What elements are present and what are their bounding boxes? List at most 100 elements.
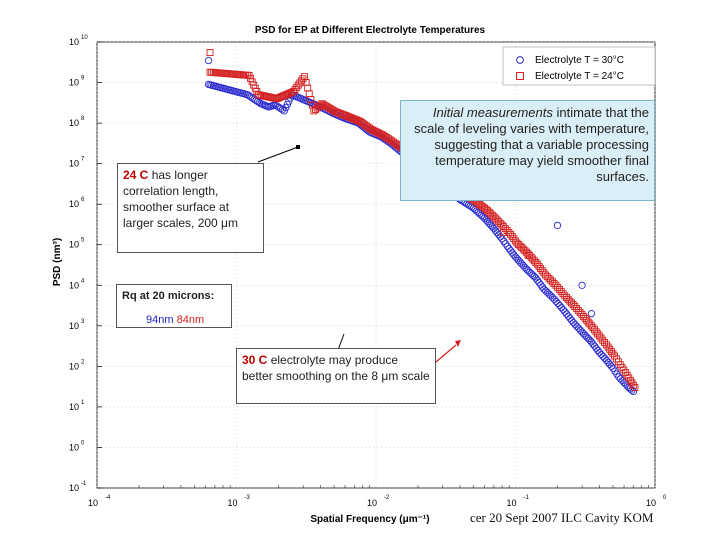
- y-tick-label: 10: [69, 159, 79, 169]
- data-point: [500, 237, 508, 245]
- data-point: [542, 271, 549, 279]
- legend-marker-square: [516, 72, 524, 80]
- y-tick-exponent: 7: [81, 157, 85, 163]
- data-point: [372, 128, 380, 136]
- callout-line-30c: [337, 333, 345, 351]
- rq-title: Rq at 20 microns:: [122, 290, 215, 302]
- data-point: [554, 283, 562, 291]
- data-point: [550, 295, 559, 303]
- data-point: [597, 350, 605, 359]
- y-tick-exponent: 4: [81, 278, 85, 284]
- x-tick-exponent: -3: [245, 495, 251, 501]
- callout-arrowhead-red: [455, 340, 461, 347]
- data-point: [501, 225, 509, 232]
- annotation-24c: 24 C has longer correlation length, smoo…: [117, 163, 264, 253]
- data-point: [631, 384, 639, 392]
- x-tick-label: 10: [88, 498, 98, 508]
- annotation-30c-text: electrolyte may produce better smoothing…: [242, 353, 430, 383]
- annotation-initial: Initial measurements intimate that the s…: [400, 100, 655, 201]
- callout-arrow-red: [435, 344, 457, 363]
- legend-frame: [502, 46, 656, 86]
- data-point: [554, 299, 562, 308]
- data-point: [601, 339, 609, 346]
- y-tick-exponent: 3: [81, 319, 85, 325]
- footer-text: cer 20 Sept 2007 ILC Cavity KOM: [470, 510, 654, 525]
- y-tick-label: 10: [69, 442, 79, 452]
- y-tick-label: 10: [69, 199, 79, 209]
- data-point: [571, 303, 579, 310]
- data-point: [389, 138, 397, 146]
- data-point: [552, 297, 560, 306]
- annotation-initial-text: intimate that the scale of leveling vari…: [414, 105, 649, 184]
- data-point: [547, 276, 555, 284]
- data-point: [587, 309, 596, 318]
- data-point: [367, 125, 375, 133]
- y-tick-exponent: 1: [81, 400, 85, 406]
- x-tick-label: 10: [646, 498, 656, 508]
- y-tick-label: 10: [69, 321, 79, 331]
- data-point: [576, 309, 584, 316]
- y-tick-exponent: 6: [81, 197, 85, 203]
- y-tick-exponent: 2: [81, 359, 85, 365]
- data-point: [557, 288, 565, 296]
- data-point: [599, 352, 607, 361]
- legend-label-24c: Electrolyte T = 24°C: [535, 71, 624, 82]
- data-point: [597, 334, 605, 342]
- y-axis-label: PSD (nm³): [52, 238, 63, 286]
- data-point: [609, 350, 617, 358]
- data-point: [371, 127, 379, 135]
- x-tick-label: 10: [227, 498, 237, 508]
- y-tick-exponent: 5: [81, 238, 85, 244]
- annotation-30c-highlight: 30 C: [242, 353, 268, 367]
- data-point: [206, 49, 214, 56]
- y-tick-exponent: 9: [81, 76, 85, 82]
- y-tick-label: 10: [69, 37, 79, 47]
- callout-lines: [257, 145, 461, 363]
- data-point: [550, 280, 558, 287]
- data-point: [552, 281, 560, 289]
- y-tick-exponent: 8: [81, 116, 85, 122]
- x-tick-exponent: -1: [524, 495, 530, 501]
- data-point: [559, 290, 567, 298]
- data-point: [555, 286, 563, 293]
- y-tick-exponent: 0: [81, 440, 85, 446]
- data-point: [204, 56, 213, 65]
- y-tick-label: 10: [69, 402, 79, 412]
- legend: Electrolyte T = 30°C Electrolyte T = 24°…: [502, 46, 656, 86]
- data-point: [574, 307, 582, 314]
- annotation-initial-italic: Initial measurements: [432, 105, 553, 120]
- callout-line-24c: [257, 146, 299, 163]
- rq-value-24c: 84nm: [176, 314, 205, 326]
- y-tick-label: 10: [69, 118, 79, 128]
- annotation-30c: 30 C electrolyte may produce better smoo…: [236, 348, 436, 404]
- x-tick-exponent: 0: [663, 495, 667, 501]
- y-tick-exponent: -1: [81, 481, 87, 487]
- rq-box: Rq at 20 microns: 94nm 84nm: [116, 284, 232, 328]
- x-tick-label: 10: [367, 498, 377, 508]
- data-point: [543, 273, 551, 281]
- annotation-24c-text: has longer correlation length, smoother …: [123, 168, 238, 230]
- data-point: [607, 362, 616, 370]
- data-point: [391, 139, 399, 147]
- y-tick-label: 10: [69, 240, 79, 250]
- data-point: [573, 305, 581, 312]
- x-tick-exponent: -2: [384, 495, 390, 501]
- data-point: [393, 141, 401, 148]
- y-tick-exponent: 10: [81, 35, 88, 41]
- data-point: [503, 227, 511, 234]
- legend-marker-circle: [516, 56, 524, 64]
- legend-label-30c: Electrolyte T = 30°C: [535, 55, 624, 66]
- data-point: [599, 336, 607, 344]
- data-point: [595, 348, 604, 357]
- x-tick-label: 10: [506, 498, 516, 508]
- data-point: [500, 229, 507, 236]
- data-point: [545, 274, 553, 282]
- data-point: [369, 126, 377, 134]
- data-point: [501, 240, 510, 248]
- y-tick-label: 10: [69, 78, 79, 88]
- data-point: [374, 129, 382, 137]
- chart-title: PSD for EP at Different Electrolyte Temp…: [255, 25, 486, 36]
- callout-tip-24c: [296, 145, 300, 149]
